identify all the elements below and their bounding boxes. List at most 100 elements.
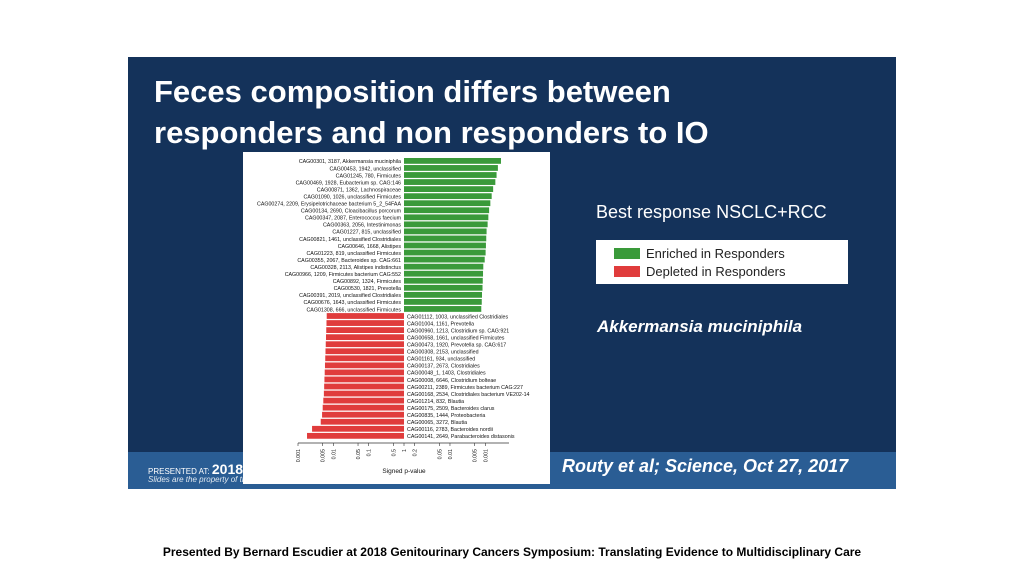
- legend-item-depleted: Depleted in Responders: [614, 263, 785, 279]
- bar-enriched: [404, 270, 484, 277]
- bar-enriched: [404, 193, 492, 200]
- bar-enriched: [404, 228, 487, 235]
- reference: Routy et al; Science, Oct 27, 2017: [562, 456, 849, 476]
- bar-enriched: [404, 186, 494, 192]
- bar-label-enriched: CAG00274, 2209, Erysipelotrichaceae bact…: [257, 202, 401, 208]
- bar-label-depleted: CAG01214, 832, Blautia: [407, 399, 464, 405]
- bar-enriched: [404, 242, 486, 249]
- slide-subtitle: Best response NSCLC+RCC: [596, 202, 827, 222]
- bar-label-depleted: CAG00658, 1661, unclassified Firmicutes: [407, 335, 505, 341]
- x-tick-label: 0.1: [367, 449, 373, 456]
- bar-label-depleted: CAG00065, 3272, Blautia: [407, 420, 467, 426]
- caption: Presented By Bernard Escudier at 2018 Ge…: [0, 544, 1024, 560]
- bar-enriched: [404, 299, 482, 305]
- legend-label-depleted: Depleted in Responders: [646, 263, 786, 279]
- caption-text: Presented By Bernard Escudier at 2018 Ge…: [162, 545, 862, 559]
- bar-enriched: [404, 256, 485, 263]
- bar-label-enriched: CAG00821, 1461, unclassified Clostridial…: [299, 237, 401, 243]
- bar-depleted: [323, 390, 404, 397]
- bar-label-enriched: CAG00391, 2019, unclassified Clostridial…: [299, 293, 401, 299]
- bar-enriched: [404, 214, 489, 221]
- bar-enriched: [404, 284, 483, 291]
- bar-label-enriched: CAG00892, 1324, Firmicutes: [333, 279, 402, 285]
- bar-enriched: [404, 291, 483, 298]
- bar-label-enriched: CAG01245, 780, Firmicutes: [336, 173, 402, 179]
- bar-depleted: [324, 383, 404, 390]
- x-tick-label: 0.001: [483, 449, 489, 462]
- bar-depleted: [326, 320, 404, 326]
- bar-enriched: [404, 306, 482, 312]
- bar-label-depleted: CAG01161, 934, unclassified: [407, 357, 475, 363]
- x-tick-label: 1: [402, 449, 408, 452]
- bar-label-enriched: CAG00871, 1362, Lachnospiraceae: [317, 187, 401, 193]
- legend-swatch-depleted: [614, 265, 640, 277]
- bar-label-depleted: CAG00835, 1444, Proteobacteria: [407, 413, 485, 419]
- bar-label-depleted: CAG00473, 1920, Prevotella sp. CAG:617: [407, 343, 506, 349]
- bar-enriched: [404, 179, 496, 185]
- bar-depleted: [323, 397, 404, 404]
- x-tick-label: 0.2: [413, 449, 419, 456]
- footer-presented: PRESENTED AT:: [148, 467, 210, 476]
- bar-label-enriched: CAG01227, 815, unclassified: [332, 230, 401, 236]
- x-tick-label: 0.005: [321, 449, 327, 462]
- bar-depleted: [326, 313, 404, 319]
- bar-label-enriched: CAG01308, 666, unclassified Firmicutes: [306, 307, 401, 313]
- bar-label-enriched: CAG00134, 2690, Cloacibacillus porcorum: [301, 209, 402, 215]
- bar-label-enriched: CAG00966, 1209, Firmicutes bacterium CAG…: [285, 272, 401, 278]
- bar-label-enriched: CAG00646, 1668, Alistipes: [338, 244, 402, 250]
- bar-depleted: [322, 404, 404, 411]
- bar-label-enriched: CAG00301, 3187, Akkermansia muciniphila: [299, 159, 401, 165]
- title-line-1: Feces composition differs between: [154, 74, 671, 109]
- bar-label-depleted: CAG00308, 2153, unclassified: [407, 350, 479, 356]
- x-tick-label: 0.5: [391, 449, 397, 456]
- bar-depleted: [325, 334, 404, 341]
- bar-label-depleted: CAG00141, 2649, Parabacteroides distason…: [407, 434, 515, 440]
- bar-depleted: [307, 432, 404, 439]
- legend-label-enriched: Enriched in Responders: [646, 245, 785, 261]
- bar-label-depleted: CAG00960, 1213, Clostridium sp. CAG:921: [407, 328, 509, 334]
- bar-depleted: [324, 376, 404, 383]
- bar-label-enriched: CAG00328, 2113, Alistipes indistinctus: [310, 265, 401, 271]
- x-axis-title: Signed p-value: [382, 468, 426, 475]
- bar-label-depleted: CAG00048_1, 1403, Clostridiales: [407, 371, 486, 377]
- bar-label-enriched: CAG00355, 2067, Bacteroides sp. CAG:661: [297, 258, 401, 264]
- x-tick-label: 0.01: [331, 449, 337, 459]
- bar-label-depleted: CAG00168, 2534, Clostridiales bacterium …: [407, 392, 530, 398]
- footer-note: Slides are the property of the a: [148, 475, 258, 484]
- bar-label-depleted: CAG00175, 2509, Bacteroides clarus: [407, 406, 495, 412]
- bar-depleted: [325, 348, 404, 355]
- x-tick-label: 0.05: [356, 449, 362, 459]
- bar-label-depleted: CAG00008, 6646, Clostridium bolteae: [407, 378, 496, 384]
- bar-label-enriched: CAG00453, 1942, unclassified: [329, 166, 401, 172]
- bar-enriched: [404, 165, 498, 171]
- legend: Enriched in Responders Depleted in Respo…: [596, 240, 848, 284]
- bar-enriched: [404, 249, 486, 256]
- bar-label-depleted: CAG00211, 2389, Firmicutes bacterium CAG…: [407, 385, 523, 391]
- bar-enriched: [404, 207, 490, 214]
- x-tick-label: 0.005: [473, 449, 479, 462]
- bar-enriched: [404, 221, 488, 228]
- bar-enriched: [404, 263, 484, 270]
- bar-depleted: [326, 327, 404, 333]
- x-tick-label: 0.01: [448, 449, 454, 459]
- bar-depleted: [312, 425, 404, 432]
- title-line-2: responders and non responders to IO: [154, 115, 709, 150]
- chart-panel: CAG00301, 3187, Akkermansia muciniphila C…: [243, 152, 550, 484]
- bar-enriched: [404, 172, 497, 178]
- bar-enriched: [404, 277, 483, 284]
- bar-depleted: [320, 418, 404, 425]
- bar-label-depleted: CAG00116, 2783, Bacteroides nordii: [407, 427, 493, 433]
- bar-enriched: [404, 200, 491, 207]
- bar-depleted: [325, 355, 404, 362]
- bar-depleted: [325, 341, 404, 348]
- x-tick-label: 0.001: [296, 449, 302, 462]
- bar-label-enriched: CAG01090, 1026, unclassified Firmicutes: [304, 194, 402, 200]
- bar-enriched: [404, 235, 487, 242]
- bar-label-enriched: CAG00469, 1928, Eubacterium sp. CAG:146: [296, 180, 401, 186]
- bar-label-enriched: CAG00676, 1643, unclassified Firmicutes: [304, 300, 402, 306]
- bar-depleted: [324, 369, 404, 376]
- bar-enriched: [404, 158, 501, 164]
- x-tick-label: 0.05: [437, 449, 443, 459]
- bar-depleted: [322, 411, 404, 418]
- bar-label-depleted: CAG00137, 2673, Clostridiales: [407, 364, 480, 370]
